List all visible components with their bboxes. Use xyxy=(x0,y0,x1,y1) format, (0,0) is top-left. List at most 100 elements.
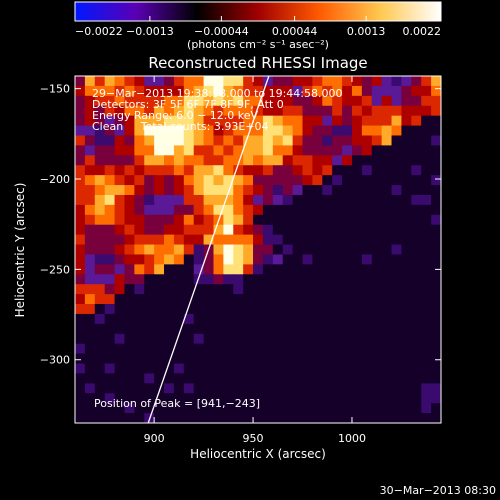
heatmap-cell xyxy=(203,145,215,156)
heatmap-cell xyxy=(262,393,274,404)
heatmap-cell xyxy=(411,333,422,345)
heatmap-cell xyxy=(114,383,126,394)
heatmap-cell xyxy=(272,165,284,176)
heatmap-cell xyxy=(223,194,234,206)
heatmap-cell xyxy=(342,204,353,216)
heatmap-cell xyxy=(104,194,116,206)
heatmap-cell xyxy=(223,264,234,275)
heatmap-cell xyxy=(282,185,294,196)
heatmap-cell xyxy=(233,175,244,186)
heatmap-cell xyxy=(223,165,234,176)
heatmap-cell xyxy=(262,313,274,325)
heatmap-cell xyxy=(213,254,224,265)
heatmap-cell xyxy=(351,254,363,265)
heatmap-cell xyxy=(124,214,135,226)
heatmap-cell xyxy=(104,304,116,315)
heatmap-cell xyxy=(351,274,363,285)
heatmap-cell xyxy=(361,224,373,236)
heatmap-cell xyxy=(75,304,86,315)
chart-title: Reconstructed RHESSI Image xyxy=(148,54,367,72)
heatmap-cell xyxy=(243,155,254,166)
heatmap-cell xyxy=(381,333,393,345)
heatmap-cell xyxy=(223,175,234,186)
heatmap-cell xyxy=(94,145,106,156)
heatmap-cell xyxy=(213,333,224,345)
heatmap-cell xyxy=(75,333,86,345)
heatmap-cell xyxy=(332,95,343,107)
heatmap-cell xyxy=(302,393,314,404)
heatmap-cell xyxy=(114,294,126,305)
heatmap-cell xyxy=(371,393,383,404)
heatmap-cell xyxy=(391,105,403,117)
heatmap-cell xyxy=(421,165,432,176)
heatmap-cell xyxy=(351,373,363,384)
heatmap-cell xyxy=(183,274,195,285)
heatmap-cell xyxy=(104,313,116,325)
heatmap-cell xyxy=(144,125,155,137)
heatmap-cell xyxy=(371,373,383,384)
heatmap-cell xyxy=(193,105,205,117)
heatmap-cell xyxy=(134,234,145,246)
heatmap-cell xyxy=(302,95,314,107)
heatmap-cell xyxy=(164,323,175,335)
heatmap-cell xyxy=(164,204,175,216)
heatmap-cell xyxy=(282,85,294,97)
heatmap-cell xyxy=(421,155,432,166)
heatmap-cell xyxy=(183,85,195,97)
heatmap-cell xyxy=(282,294,294,305)
colorbar-tick-label: 0.00044 xyxy=(272,25,318,38)
heatmap-cell xyxy=(144,254,155,265)
plot-frame xyxy=(74,75,442,424)
annotation-clean-counts: Clean Total counts: 3.93E+04 xyxy=(92,120,269,133)
heatmap-cell xyxy=(361,155,373,166)
heatmap-cell xyxy=(183,413,195,423)
heatmap-cell xyxy=(253,313,264,325)
heatmap-cell xyxy=(243,313,254,325)
heatmap-cell xyxy=(253,304,264,315)
heatmap-cell xyxy=(164,383,175,394)
heatmap-cell xyxy=(401,284,412,295)
heatmap-cell xyxy=(164,135,175,146)
heatmap-cell xyxy=(391,373,403,384)
heatmap-cell xyxy=(203,284,215,295)
colorbar-tick-label: 0.0022 xyxy=(403,25,442,38)
heatmap-cell xyxy=(302,155,314,166)
heatmap-cell xyxy=(332,76,343,87)
heatmap-cell xyxy=(322,105,333,117)
y-tick-label: −150 xyxy=(40,83,70,96)
heatmap-cell xyxy=(262,353,274,365)
heatmap-cell xyxy=(203,125,215,137)
heatmap-cell xyxy=(183,194,195,206)
heatmap-cell xyxy=(84,363,96,375)
heatmap-cell xyxy=(94,234,106,246)
heatmap-cell xyxy=(401,95,412,107)
heatmap-cell xyxy=(322,403,333,414)
heatmap-cell xyxy=(342,383,353,394)
heatmap-cell xyxy=(312,165,323,176)
heatmap-cell xyxy=(75,185,86,196)
heatmap-cell xyxy=(431,95,441,107)
heatmap-cell xyxy=(312,135,323,146)
heatmap-cell xyxy=(411,105,422,117)
heatmap-cell xyxy=(114,234,126,246)
heatmap-cell xyxy=(134,353,145,365)
heatmap-cell xyxy=(173,165,185,176)
heatmap-cell xyxy=(431,244,441,256)
heatmap-cell xyxy=(154,125,165,137)
heatmap-cell xyxy=(411,393,422,404)
heatmap-cell xyxy=(213,115,224,127)
heatmap-cell xyxy=(401,155,412,166)
heatmap-cell xyxy=(173,383,185,394)
heatmap-cell xyxy=(361,165,373,176)
heatmap-cell xyxy=(282,393,294,404)
heatmap-cell xyxy=(272,125,284,137)
heatmap-cell xyxy=(243,264,254,275)
heatmap-cell xyxy=(84,85,96,97)
heatmap-cell xyxy=(292,254,304,265)
heatmap-cell xyxy=(332,214,343,226)
heatmap-cell xyxy=(312,224,323,236)
heatmap-cell xyxy=(431,115,441,127)
heatmap-cell xyxy=(94,224,106,236)
heatmap-cell xyxy=(302,343,314,355)
heatmap-cell xyxy=(322,125,333,137)
